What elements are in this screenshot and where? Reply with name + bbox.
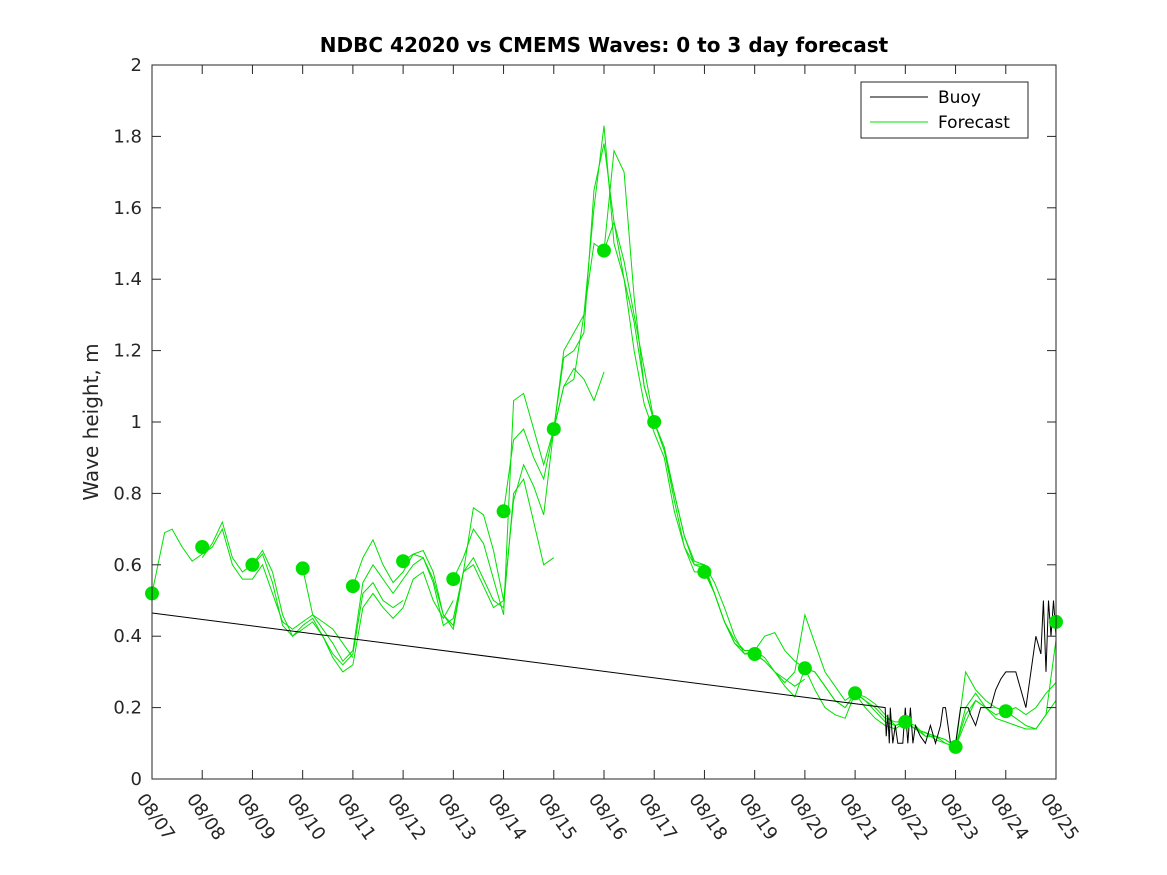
y-tick-label-4: 0.8 xyxy=(113,483,142,504)
forecast-marker-11 xyxy=(697,564,712,579)
y-tick-label-5: 1 xyxy=(131,412,142,433)
y-tick-label-1: 0.2 xyxy=(113,698,142,719)
forecast-series-line-12 xyxy=(703,571,906,723)
forecast-marker-5 xyxy=(396,554,411,569)
forecast-marker-9 xyxy=(597,243,611,258)
chart-title: NDBC 42020 vs CMEMS Waves: 0 to 3 day fo… xyxy=(320,33,889,57)
forecast-series-line-5 xyxy=(352,477,555,631)
forecast-marker-14 xyxy=(848,686,863,701)
y-tick-label-0: 0 xyxy=(131,769,142,790)
marker-layer xyxy=(145,243,1063,754)
forecast-marker-7 xyxy=(496,504,511,519)
forecast-series-line-8 xyxy=(503,143,705,573)
forecast-marker-12 xyxy=(747,647,762,661)
forecast-marker-1 xyxy=(195,540,210,554)
forecast-marker-16 xyxy=(948,739,963,754)
forecast-series-line-2 xyxy=(201,520,404,666)
legend-buoy-label: Buoy xyxy=(938,88,981,108)
y-tick-label-8: 1.6 xyxy=(113,198,142,219)
forecast-series-line-1 xyxy=(151,527,354,658)
legend-forecast-label: Forecast xyxy=(938,113,1010,133)
forecast-series-line-16 xyxy=(905,692,1057,748)
forecast-marker-15 xyxy=(898,714,913,729)
y-tick-label-3: 0.6 xyxy=(113,555,142,576)
y-axis-label: Wave height, m xyxy=(79,343,103,500)
forecast-marker-13 xyxy=(797,661,812,676)
y-tick-label-2: 0.4 xyxy=(113,626,142,647)
forecast-series-line-3 xyxy=(251,549,454,673)
y-tick-label-9: 1.8 xyxy=(113,126,142,147)
forecast-marker-8 xyxy=(546,422,561,437)
y-tick-label-10: 2 xyxy=(131,55,142,76)
forecast-marker-4 xyxy=(345,579,360,594)
y-tick-label-7: 1.4 xyxy=(113,269,142,290)
forecast-marker-2 xyxy=(245,557,260,572)
plot-area xyxy=(152,65,1056,779)
y-tick-label-6: 1.2 xyxy=(113,341,142,362)
forecast-marker-3 xyxy=(295,561,310,576)
forecast-marker-17 xyxy=(998,704,1013,719)
legend-box xyxy=(860,81,1029,139)
forecast-marker-6 xyxy=(446,572,461,587)
forecast-series-line-4 xyxy=(302,556,504,663)
buoy-series-line xyxy=(151,600,1057,746)
legend: Buoy Forecast xyxy=(860,81,1029,139)
forecast-marker-10 xyxy=(647,415,662,429)
forecast-series-line-6 xyxy=(402,367,605,627)
